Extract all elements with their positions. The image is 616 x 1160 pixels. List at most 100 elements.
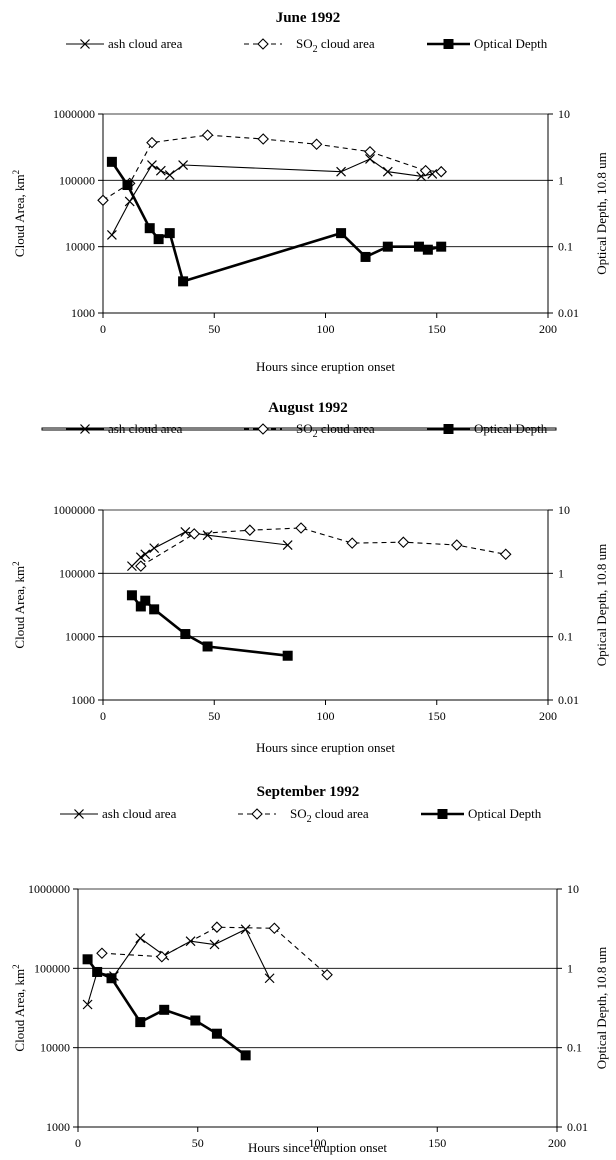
legend-label: SO2 cloud area	[296, 36, 375, 55]
data-point	[310, 138, 323, 151]
legend-label-name: ash cloud area	[108, 421, 183, 436]
gridlines	[103, 113, 548, 248]
chart-title: September 1992	[257, 784, 360, 800]
data-point	[92, 966, 103, 977]
y-axis-label: Cloud Area, km2	[11, 561, 27, 648]
data-point	[435, 165, 447, 178]
legend-item: ash cloud area	[60, 806, 177, 821]
y2-axis-label: Optical Depth, 10.8 um	[594, 544, 609, 666]
data-point	[178, 276, 189, 287]
x-tick-label: 150	[428, 1136, 446, 1150]
legend-label: SO2 cloud area	[290, 806, 369, 825]
legend-label-suffix: cloud area	[312, 806, 369, 821]
data-point	[244, 524, 256, 536]
legend-label-sub: 2	[313, 429, 318, 440]
x-tick-label: 50	[208, 322, 220, 336]
chart-panel-june: June 1992 ash cloud area SO2 cloud area Opt…	[0, 0, 616, 378]
chart-panel-august: August 1992 ash cloud area SO2 cloud area O…	[0, 390, 616, 768]
data-point	[202, 530, 213, 541]
legend-item: SO2 cloud area	[244, 421, 375, 440]
legend-label-name: SO	[296, 36, 313, 51]
data-point	[155, 165, 166, 176]
legend-label: Optical Depth	[468, 806, 542, 821]
y2-axis-label: Optical Depth, 10.8 um	[594, 947, 609, 1069]
data-point	[188, 528, 201, 540]
data-point	[124, 196, 135, 207]
y2-axis-label: Optical Depth, 10.8 um	[594, 152, 609, 274]
legend-label-suffix: cloud area	[318, 36, 375, 51]
x-tick-label: 150	[428, 709, 446, 723]
y2-tick-label: 0.1	[558, 240, 573, 254]
y2-tick-label: 0.01	[558, 306, 579, 320]
x-tick-label: 100	[309, 1136, 327, 1150]
y2-tick-label: 10	[567, 882, 579, 896]
data-point	[106, 156, 117, 167]
y-tick-label: 1000	[71, 693, 95, 707]
y-axis-label-text: Cloud Area, km	[12, 566, 27, 649]
legend-item: Optical Depth	[421, 806, 542, 821]
series-line	[110, 161, 442, 284]
legend-marker-icon	[257, 38, 269, 50]
data-point	[164, 228, 175, 239]
legend-marker-icon	[80, 424, 90, 434]
legend-label: ash cloud area	[102, 806, 177, 821]
data-point	[209, 939, 220, 950]
data-point	[365, 154, 375, 164]
data-point	[450, 539, 463, 551]
data-point	[135, 601, 146, 612]
y-tick-label: 1000	[46, 1120, 70, 1134]
series-ash-cloud-area	[106, 154, 438, 240]
legend-marker-icon	[80, 39, 90, 49]
y2-tick-label: 10	[558, 503, 570, 517]
series-line	[87, 928, 271, 1005]
legend-label-name: SO	[296, 421, 313, 436]
data-point	[146, 136, 158, 149]
data-point	[156, 950, 168, 963]
x-axis-label: Hours since eruption onset	[248, 1140, 387, 1155]
y2-tick-label: 10	[558, 107, 570, 121]
data-point	[211, 921, 223, 933]
data-point	[282, 540, 293, 550]
data-point	[240, 1050, 251, 1061]
y-tick-label: 100000	[34, 961, 70, 975]
data-point	[397, 536, 410, 548]
y-tick-label: 1000	[71, 306, 95, 320]
data-point	[135, 933, 146, 944]
data-point	[149, 543, 160, 554]
gridlines	[103, 509, 548, 638]
data-point	[382, 241, 393, 252]
chart-august-1992: August 1992 ash cloud area SO2 cloud area O…	[11, 400, 609, 755]
data-point	[202, 641, 213, 652]
x-tick-label: 0	[75, 1136, 81, 1150]
legend-marker-icon	[443, 424, 454, 434]
chart-panel-september: September 1992 ash cloud area SO2 cloud ar…	[0, 772, 616, 1160]
legend-label: ash cloud area	[108, 36, 183, 51]
data-point	[106, 230, 117, 240]
legend-label-name: Optical Depth	[474, 421, 548, 436]
series-optical-depth	[106, 156, 447, 287]
y-tick-label: 10000	[65, 630, 95, 644]
y-axis-label: Cloud Area, km2	[11, 170, 27, 257]
x-axis-label: Hours since eruption onset	[256, 740, 395, 755]
data-point	[153, 234, 164, 245]
data-point	[321, 968, 333, 981]
legend-marker-icon	[443, 39, 454, 49]
y-axis-label-superscript: 2	[11, 964, 21, 969]
x-tick-label: 0	[100, 322, 106, 336]
data-point	[180, 629, 191, 640]
x-tick-label: 50	[192, 1136, 204, 1150]
data-point	[144, 223, 155, 234]
x-axis-label: Hours since eruption onset	[256, 359, 395, 374]
data-point	[336, 228, 347, 239]
chart-title: August 1992	[268, 400, 348, 416]
legend-label-name: SO	[290, 806, 307, 821]
data-point	[122, 180, 133, 191]
y-axis-label: Cloud Area, km2	[11, 964, 27, 1051]
series-so2-cloud-area	[96, 921, 333, 981]
data-point	[282, 650, 293, 661]
y-tick-label: 10000	[65, 240, 95, 254]
y-axis-label-superscript: 2	[11, 170, 21, 175]
y-tick-label: 10000	[40, 1041, 70, 1055]
y-tick-label: 100000	[59, 173, 95, 187]
x-tick-label: 150	[428, 322, 446, 336]
